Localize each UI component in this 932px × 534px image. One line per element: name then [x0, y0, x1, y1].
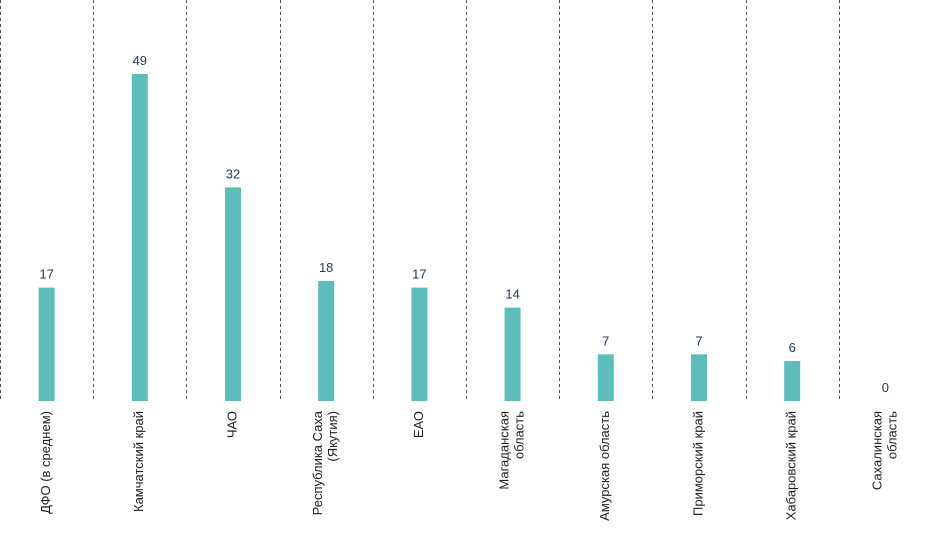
- data-label: 17: [39, 267, 53, 282]
- bar: [504, 307, 521, 401]
- bar: [225, 187, 241, 401]
- bar: [318, 280, 335, 401]
- data-label: 49: [133, 53, 147, 68]
- category-label: Приморский край: [690, 411, 705, 516]
- category-label-line: Сахалинская: [869, 411, 884, 490]
- category-label-line: ДФО (в среднем): [38, 411, 53, 514]
- category-label-line: ЕАО: [411, 411, 426, 438]
- category-label: Камчатский край: [131, 411, 146, 512]
- category-label: ЧАО: [224, 411, 239, 438]
- bar: [784, 361, 801, 401]
- category-label: Республика Саха (Якутия): [310, 410, 340, 515]
- category-label-line: Хабаровский край: [784, 411, 799, 520]
- category-label-line: область: [512, 411, 527, 459]
- data-label: 0: [882, 380, 889, 395]
- data-label: 32: [226, 166, 240, 181]
- category-label-line: Магаданская: [497, 411, 512, 490]
- category-label-line: ЧАО: [224, 411, 239, 438]
- category-label: ЕАО: [411, 411, 426, 438]
- category-label: Магаданская область: [497, 411, 527, 490]
- bar: [131, 74, 148, 401]
- bar: [38, 287, 55, 401]
- category-label: Амурская область: [597, 411, 612, 521]
- category-label-line: Амурская область: [597, 411, 612, 521]
- bar: [411, 287, 428, 401]
- category-label: Сахалинская область: [869, 411, 899, 490]
- data-label: 7: [602, 333, 609, 348]
- bar: [691, 354, 707, 401]
- data-label: 7: [695, 333, 702, 348]
- category-label-line: Республика Саха: [310, 410, 325, 515]
- category-label-line: Камчатский край: [131, 411, 146, 512]
- data-label: 14: [505, 287, 519, 302]
- bar: [597, 354, 614, 401]
- category-label-line: Приморский край: [690, 411, 705, 516]
- data-label: 17: [412, 267, 426, 282]
- category-label: Хабаровский край: [784, 411, 799, 520]
- data-label: 6: [789, 340, 796, 355]
- data-label: 18: [319, 260, 333, 275]
- category-label: ДФО (в среднем): [38, 411, 53, 514]
- category-label-line: область: [884, 411, 899, 459]
- category-label-line: (Якутия): [325, 411, 340, 462]
